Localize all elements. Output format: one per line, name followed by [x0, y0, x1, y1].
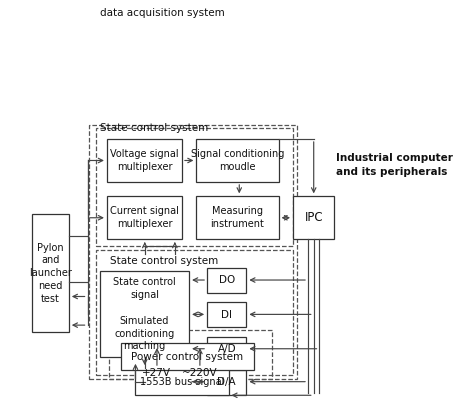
Text: data acquisition system: data acquisition system — [100, 8, 224, 18]
Bar — [207, 268, 246, 293]
Bar — [136, 368, 228, 395]
Text: IPC: IPC — [304, 211, 323, 224]
Text: State control system: State control system — [110, 256, 219, 266]
Text: State control system: State control system — [100, 123, 208, 133]
Text: Measuring
instrument: Measuring instrument — [210, 207, 264, 229]
Text: 1553B bus signal: 1553B bus signal — [140, 377, 224, 387]
Bar — [89, 125, 297, 379]
Bar — [100, 271, 189, 357]
Bar — [293, 196, 335, 239]
Bar — [121, 343, 254, 370]
Bar — [207, 369, 246, 395]
Bar — [207, 336, 246, 362]
Bar — [107, 139, 182, 182]
Text: DO: DO — [219, 275, 235, 286]
Text: D/A: D/A — [218, 377, 236, 387]
Text: Industrial computer
and its peripherals: Industrial computer and its peripherals — [336, 153, 453, 176]
Text: DI: DI — [221, 310, 232, 320]
Text: Power control system: Power control system — [131, 352, 244, 362]
Text: Voltage signal
multiplexer: Voltage signal multiplexer — [110, 149, 179, 172]
Text: Pylon
and
launcher
need
test: Pylon and launcher need test — [29, 243, 72, 304]
Text: A/D: A/D — [218, 344, 236, 354]
Bar — [96, 250, 293, 375]
Text: State control
signal

Simulated
conditioning
maching: State control signal Simulated condition… — [113, 277, 176, 351]
Bar — [107, 196, 182, 239]
Text: ~220V: ~220V — [182, 368, 218, 378]
Bar — [109, 330, 272, 379]
Text: Signal conditioning
moudle: Signal conditioning moudle — [191, 149, 284, 172]
Bar — [32, 214, 69, 332]
Text: +27V: +27V — [143, 368, 172, 378]
Bar — [196, 196, 279, 239]
Bar — [196, 139, 279, 182]
Bar — [96, 128, 293, 246]
Text: Current signal
multiplexer: Current signal multiplexer — [110, 207, 179, 229]
Bar — [207, 302, 246, 327]
